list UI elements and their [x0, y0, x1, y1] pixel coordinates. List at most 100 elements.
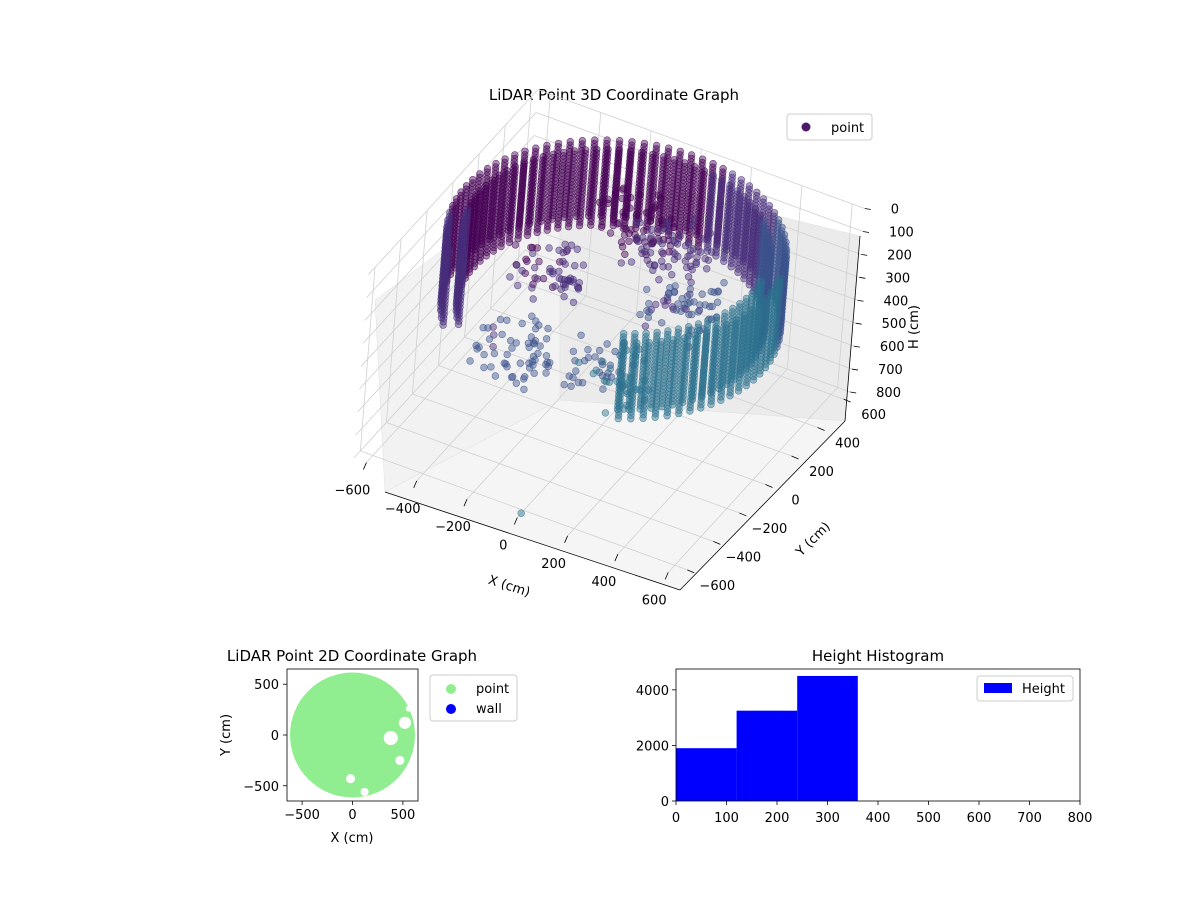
right-wall-grid-h [526, 226, 854, 347]
point-marker [575, 358, 583, 367]
y-tick-mark [843, 398, 851, 403]
point-marker [565, 372, 573, 380]
histogram-bar [736, 710, 798, 801]
point-marker [514, 234, 522, 243]
point-marker [742, 381, 750, 390]
point-marker [690, 298, 698, 306]
floor-grid-y [438, 365, 766, 485]
point-marker [663, 218, 672, 227]
x-tick-label: −600 [335, 484, 371, 499]
point-marker [749, 376, 758, 384]
point-marker [601, 409, 610, 417]
point-marker [533, 275, 542, 283]
point-marker [678, 295, 686, 303]
point-marker [517, 509, 525, 517]
point-marker [648, 240, 656, 248]
x-tick-mark [513, 517, 518, 525]
y-tick-mark [765, 484, 773, 488]
point-marker [655, 276, 663, 284]
legend-2d-point-label: point [476, 682, 509, 697]
point-marker [454, 320, 463, 329]
z-tick-mark [862, 231, 870, 233]
hist-x-tick-label: 0 [672, 811, 680, 826]
hist-y-tick-label: 4000 [636, 684, 669, 699]
z-tick-mark [857, 299, 864, 302]
point-marker [613, 220, 622, 228]
y-tick-label-2d: −500 [243, 780, 279, 795]
right-wall-grid-h [523, 272, 851, 393]
point-marker [684, 299, 692, 308]
point-marker [497, 242, 505, 251]
plot-2d-title: LiDAR Point 2D Coordinate Graph [227, 647, 477, 665]
point-marker [668, 231, 676, 240]
point-marker [522, 255, 530, 263]
point-marker [618, 194, 626, 203]
hist-x-tick-label: 400 [866, 811, 891, 826]
z-tick-mark [864, 208, 871, 210]
point-marker [542, 369, 550, 377]
hist-x-tick-label: 200 [765, 811, 790, 826]
point-marker [632, 211, 641, 219]
point-marker [702, 265, 711, 273]
x-axis-label-2d: X (cm) [331, 831, 374, 846]
point-marker [636, 191, 644, 199]
plot-3d: LiDAR Point 3D Coordinate Graph −600 −400… [335, 86, 922, 608]
point-marker [643, 256, 651, 264]
point-marker [606, 229, 615, 237]
point-marker [569, 298, 578, 307]
point-marker [619, 208, 627, 216]
point-marker [574, 285, 583, 293]
floor-grid-x [567, 350, 738, 537]
point-marker [508, 344, 516, 352]
point-marker [636, 218, 644, 227]
point-disc-gap [395, 755, 405, 765]
point-disc-gap [405, 705, 412, 712]
point-marker [500, 359, 508, 367]
point-marker [657, 319, 666, 327]
point-marker [525, 364, 534, 372]
point-marker [563, 246, 572, 254]
hist-x-tick-label: 800 [1068, 811, 1093, 826]
point-marker [707, 287, 715, 296]
x-tick-mark [564, 535, 568, 543]
z-tick-mark [861, 254, 868, 256]
point-marker [536, 342, 544, 350]
z-tick-mark [850, 391, 857, 394]
legend-2d-wall-label: wall [476, 702, 502, 717]
x-tick-mark [413, 480, 418, 489]
hist-x-tick-label: 700 [1017, 811, 1042, 826]
point-marker [720, 257, 728, 265]
z-tick-mark [859, 276, 866, 279]
point-marker [692, 260, 700, 268]
point-marker [609, 216, 618, 224]
points-3d [437, 136, 791, 517]
point-marker [544, 324, 552, 333]
point-marker [575, 221, 584, 230]
point-marker [542, 335, 551, 343]
x-tick-label: 600 [642, 593, 667, 608]
point-marker [496, 315, 505, 324]
point-marker [506, 273, 514, 281]
point-marker [505, 238, 513, 247]
right-wall-grid-h [528, 203, 856, 324]
floor-grid-y [464, 336, 792, 457]
point-marker [667, 271, 676, 279]
y-tick-label: 600 [861, 408, 886, 423]
point-marker [584, 345, 592, 354]
hist-x-tick-label: 100 [714, 811, 739, 826]
legend-histogram-label: Height [1022, 682, 1065, 697]
right-wall-grid-h [534, 135, 862, 255]
point-marker [617, 259, 625, 267]
point-marker [561, 260, 569, 268]
x-tick-mark [664, 572, 669, 580]
point-marker [696, 404, 705, 412]
point-marker [734, 387, 743, 395]
point-marker [639, 233, 647, 242]
x-tick-label-2d: 0 [348, 808, 356, 823]
point-marker [586, 221, 595, 229]
point-marker [694, 308, 702, 316]
point-marker [676, 232, 684, 240]
point-marker [543, 226, 551, 234]
hist-y-tick-label: 0 [661, 795, 669, 810]
